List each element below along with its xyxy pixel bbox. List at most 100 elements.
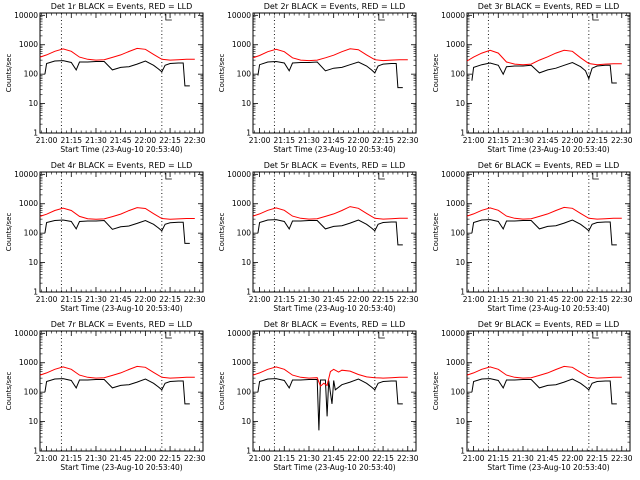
x-axis-label: Start Time (23-Aug-10 20:53:40) [60, 463, 182, 472]
x-tick-label: 21:45 [323, 454, 345, 463]
series-line-events [257, 219, 403, 246]
x-tick-label: 21:45 [110, 454, 132, 463]
x-tick-label: 21:15 [487, 454, 509, 463]
panel-title: Det 3r BLACK = Events, RED = LLD [478, 2, 620, 11]
y-tick-label: 10000 [441, 11, 465, 20]
y-tick-label: 100 [451, 229, 466, 238]
corner-bracket-mark [378, 14, 385, 21]
panel-det-6: Det 6r BLACK = Events, RED = LLD 1 10 100 10… [432, 161, 633, 313]
x-tick-label: 21:00 [463, 454, 485, 463]
y-tick-label: 1 [246, 288, 251, 297]
x-axis-label: Start Time (23-Aug-10 20:53:40) [60, 145, 182, 154]
plot-frame [39, 12, 204, 134]
x-tick-label: 21:45 [323, 295, 345, 304]
y-tick-label: 10000 [227, 11, 251, 20]
panel-det-2: Det 2r BLACK = Events, RED = LLD 1 10 100 10… [218, 2, 419, 154]
plot-frame [466, 330, 631, 452]
y-tick-label: 10 [28, 417, 38, 426]
y-tick-label: 1000 [446, 40, 465, 49]
y-tick-label: 10000 [14, 11, 38, 20]
x-tick-label: 21:00 [36, 454, 58, 463]
plot-frame [252, 12, 417, 134]
x-tick-label: 22:00 [562, 136, 584, 145]
x-tick-label: 21:00 [249, 454, 271, 463]
panel-det-4: Det 4r BLACK = Events, RED = LLD 1 10 100 10… [5, 161, 206, 313]
x-tick-label: 21:30 [298, 136, 320, 145]
x-tick-label: 22:30 [397, 136, 419, 145]
x-tick-label: 22:15 [372, 136, 394, 145]
x-tick-label: 21:45 [110, 136, 132, 145]
x-tick-label: 22:15 [586, 295, 608, 304]
panel-title: Det 1r BLACK = Events, RED = LLD [51, 2, 193, 11]
x-tick-label: 21:15 [487, 295, 509, 304]
y-tick-label: 100 [451, 388, 466, 397]
y-tick-label: 1 [460, 447, 465, 456]
y-tick-label: 100 [451, 70, 466, 79]
x-tick-label: 21:00 [36, 136, 58, 145]
x-tick-label: 22:30 [397, 295, 419, 304]
y-axis-label: Counts/sec [218, 54, 226, 93]
panel-det-9: Det 9r BLACK = Events, RED = LLD 1 10 100 10… [432, 320, 633, 472]
corner-bracket-mark [592, 173, 599, 180]
y-tick-label: 10 [455, 417, 465, 426]
y-tick-label: 1000 [232, 199, 251, 208]
x-tick-label: 22:00 [135, 295, 157, 304]
x-tick-label: 22:00 [562, 454, 584, 463]
x-tick-label: 21:30 [298, 454, 320, 463]
plot-frame [39, 171, 204, 293]
x-tick-label: 21:00 [463, 295, 485, 304]
corner-bracket-mark [165, 14, 172, 21]
x-tick-label: 22:15 [372, 295, 394, 304]
x-tick-label: 22:30 [184, 454, 206, 463]
y-tick-label: 10000 [14, 170, 38, 179]
x-axis-label: Start Time (23-Aug-10 20:53:40) [487, 304, 609, 313]
x-tick-label: 22:15 [159, 295, 181, 304]
y-tick-label: 10 [455, 99, 465, 108]
y-tick-label: 10 [455, 258, 465, 267]
y-tick-label: 10 [241, 99, 251, 108]
y-axis-label: Counts/sec [5, 213, 13, 252]
series-line-lld [466, 206, 622, 220]
series-line-lld [39, 47, 195, 61]
x-axis-label: Start Time (23-Aug-10 20:53:40) [60, 304, 182, 313]
y-tick-label: 1 [33, 447, 38, 456]
panel-title: Det 4r BLACK = Events, RED = LLD [51, 161, 193, 170]
plot-frame [466, 12, 631, 134]
y-axis-label: Counts/sec [432, 213, 440, 252]
corner-bracket-mark [165, 332, 172, 339]
y-tick-label: 1000 [232, 40, 251, 49]
series-line-events [44, 219, 190, 244]
panel-det-5: Det 5r BLACK = Events, RED = LLD 1 10 100 10… [218, 161, 419, 313]
y-tick-label: 100 [237, 388, 252, 397]
y-axis-label: Counts/sec [432, 372, 440, 411]
corner-bracket-mark [592, 332, 599, 339]
x-axis-label: Start Time (23-Aug-10 20:53:40) [273, 304, 395, 313]
y-tick-label: 1 [33, 129, 38, 138]
x-tick-label: 21:45 [323, 136, 345, 145]
y-tick-label: 10 [28, 99, 38, 108]
series-line-lld [252, 48, 408, 62]
series-line-events [257, 378, 403, 431]
x-axis-label: Start Time (23-Aug-10 20:53:40) [487, 145, 609, 154]
panel-det-8: Det 8r BLACK = Events, RED = LLD 1 10 100 10… [218, 320, 419, 472]
y-tick-label: 100 [237, 70, 252, 79]
y-tick-label: 1 [246, 129, 251, 138]
series-line-lld [39, 207, 195, 220]
x-tick-label: 22:00 [348, 295, 370, 304]
x-tick-label: 21:30 [512, 454, 534, 463]
y-tick-label: 1 [460, 129, 465, 138]
y-axis-label: Counts/sec [218, 213, 226, 252]
panel-title: Det 2r BLACK = Events, RED = LLD [264, 2, 406, 11]
x-axis-label: Start Time (23-Aug-10 20:53:40) [273, 463, 395, 472]
x-tick-label: 22:00 [135, 136, 157, 145]
y-axis-label: Counts/sec [432, 54, 440, 93]
y-tick-label: 1000 [19, 40, 38, 49]
x-tick-label: 21:30 [512, 136, 534, 145]
x-tick-label: 22:15 [159, 454, 181, 463]
x-tick-label: 21:45 [110, 295, 132, 304]
series-line-events [471, 61, 617, 84]
x-tick-label: 21:15 [60, 136, 82, 145]
x-tick-label: 21:15 [60, 454, 82, 463]
y-tick-label: 100 [24, 70, 39, 79]
x-tick-label: 21:30 [512, 295, 534, 304]
